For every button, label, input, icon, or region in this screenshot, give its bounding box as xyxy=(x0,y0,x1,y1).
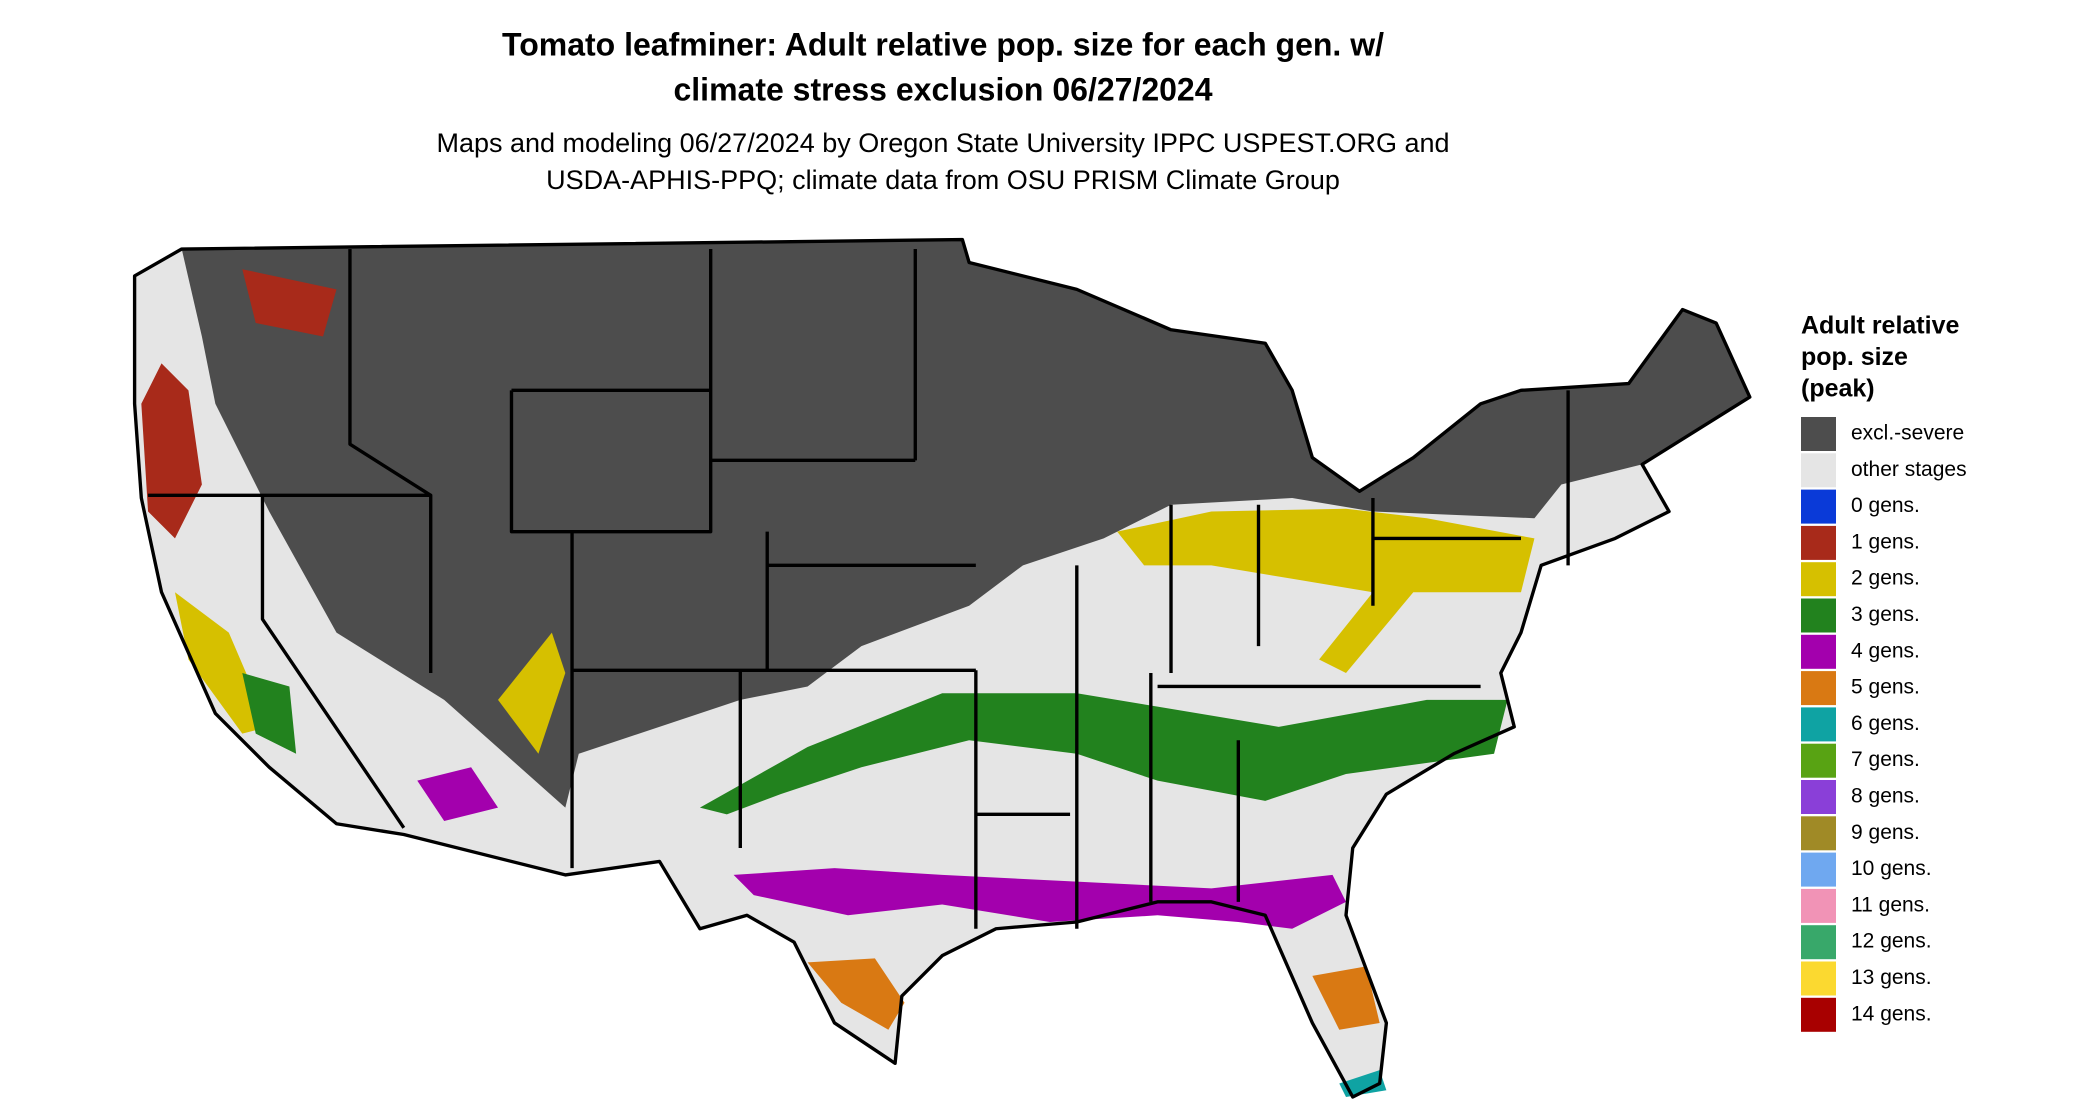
legend-swatch xyxy=(1801,743,1836,778)
legend-label: 5 gens. xyxy=(1851,676,1920,699)
legend-swatch xyxy=(1801,525,1836,560)
legend-label: 3 gens. xyxy=(1851,603,1920,626)
legend-label: 14 gens. xyxy=(1851,1002,1932,1025)
legend-title: (peak) xyxy=(1801,375,1875,403)
legend-label: 9 gens. xyxy=(1851,821,1920,844)
legend-swatch xyxy=(1801,417,1836,451)
legend-label: 1 gens. xyxy=(1851,530,1920,553)
legend-swatch xyxy=(1801,961,1836,996)
legend-swatch xyxy=(1801,852,1836,887)
legend-swatch xyxy=(1801,888,1836,923)
legend-label: excl.-severe xyxy=(1851,422,1964,445)
legend-swatch xyxy=(1801,634,1836,669)
legend-label: 7 gens. xyxy=(1851,748,1920,771)
region-1-gen xyxy=(141,269,337,539)
legend-label: 4 gens. xyxy=(1851,639,1920,662)
legend-swatch xyxy=(1801,925,1836,960)
legend-swatch xyxy=(1801,997,1836,1032)
title: climate stress exclusion 06/27/2024 xyxy=(673,71,1212,107)
legend-swatch xyxy=(1801,707,1836,742)
region-4-gen xyxy=(417,767,1346,929)
state-borders xyxy=(132,237,1752,1099)
legend: Adult relative pop. size (peak) excl.-sever… xyxy=(1801,312,1967,1032)
subtitle: USDA-APHIS-PPQ; climate data from OSU PR… xyxy=(546,165,1340,195)
legend-swatch xyxy=(1801,780,1836,814)
region-5-gen xyxy=(807,958,1380,1030)
legend-title: Adult relative xyxy=(1801,312,1959,340)
legend-swatch xyxy=(1801,562,1836,597)
legend-label: 11 gens. xyxy=(1851,893,1930,916)
legend-swatch xyxy=(1801,453,1836,488)
legend-label: 0 gens. xyxy=(1851,494,1920,517)
legend-swatch xyxy=(1801,489,1836,524)
legend-label: 8 gens. xyxy=(1851,785,1920,808)
legend-label: 12 gens. xyxy=(1851,930,1932,953)
title: Tomato leafminer: Adult relative pop. si… xyxy=(502,26,1384,62)
map xyxy=(132,237,1752,1099)
legend-swatch xyxy=(1801,598,1836,633)
legend-label: 2 gens. xyxy=(1851,567,1920,590)
legend-title: pop. size xyxy=(1801,343,1908,371)
legend-label: 10 gens. xyxy=(1851,857,1932,880)
legend-swatch xyxy=(1801,671,1836,706)
legend-label: 6 gens. xyxy=(1851,712,1920,735)
subtitle: Maps and modeling 06/27/2024 by Oregon S… xyxy=(436,128,1449,158)
legend-swatch xyxy=(1801,816,1836,851)
region-6-gen xyxy=(1339,1070,1387,1097)
region-2-gen xyxy=(174,508,1535,754)
legend-label: 13 gens. xyxy=(1851,966,1932,989)
legend-label: other stages xyxy=(1851,458,1967,481)
region-3-gen xyxy=(242,673,1508,815)
